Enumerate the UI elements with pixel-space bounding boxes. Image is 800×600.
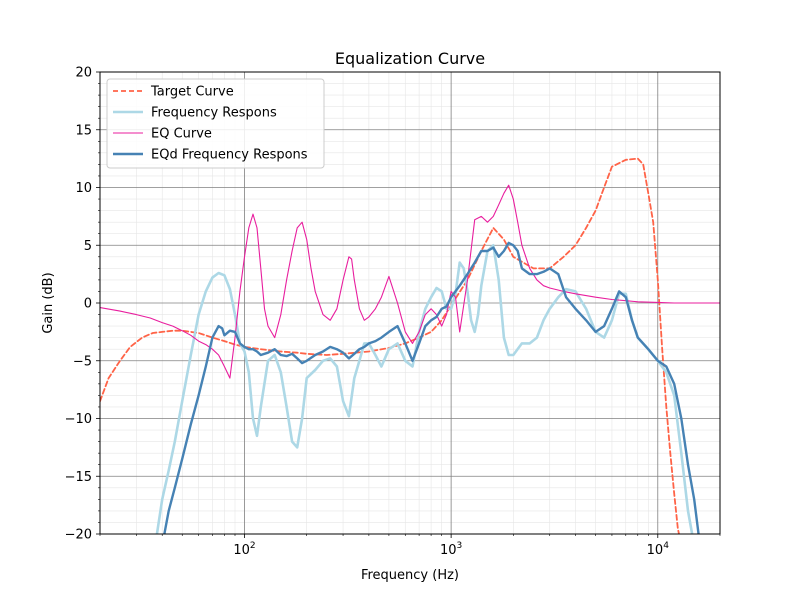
series-line-3: [100, 184, 720, 379]
x-tick-label-exponent: 2: [250, 541, 256, 551]
legend-box: [106, 78, 325, 169]
x-tick-label: 104: [647, 541, 670, 558]
y-tick-label: 10: [75, 181, 92, 196]
y-tick-label: −10: [65, 412, 92, 427]
legend-label-4: EQd Frequency Respons: [151, 148, 308, 163]
y-tick-label: 20: [75, 66, 92, 81]
y-tick-label: 0: [84, 297, 92, 312]
series-layer: [100, 157, 720, 534]
x-tick-label-base: 10: [647, 543, 664, 558]
chart-title: Equalization Curve: [335, 49, 485, 68]
series-line-1: [100, 157, 680, 534]
x-tick-label-exponent: 4: [663, 541, 669, 551]
x-tick-label-base: 10: [440, 543, 457, 558]
y-tick-label: 15: [75, 123, 92, 138]
x-tick-label: 103: [440, 541, 462, 558]
y-axis-ticks: 20 15 10 5 0 −5 −10 −15 −20: [65, 66, 100, 543]
legend-label-3: EQ Curve: [151, 127, 212, 142]
x-tick-label-exponent: 3: [457, 541, 463, 551]
x-axis-label: Frequency (Hz): [361, 568, 459, 583]
x-tick-label-base: 10: [233, 543, 250, 558]
x-tick-label: 102: [233, 541, 255, 558]
y-tick-label: −20: [65, 528, 92, 543]
legend-label-2: Frequency Respons: [151, 106, 277, 121]
x-axis-ticks: 102 103 104: [99, 534, 721, 558]
y-tick-label: −5: [73, 354, 92, 369]
legend: Target Curve Frequency Respons EQ Curve EQd…: [106, 78, 325, 169]
legend-label-1: Target Curve: [150, 85, 234, 100]
series-line-4: [163, 241, 700, 534]
y-tick-label: 5: [84, 239, 92, 254]
y-tick-label: −15: [65, 470, 92, 485]
y-axis-label: Gain (dB): [41, 272, 56, 333]
